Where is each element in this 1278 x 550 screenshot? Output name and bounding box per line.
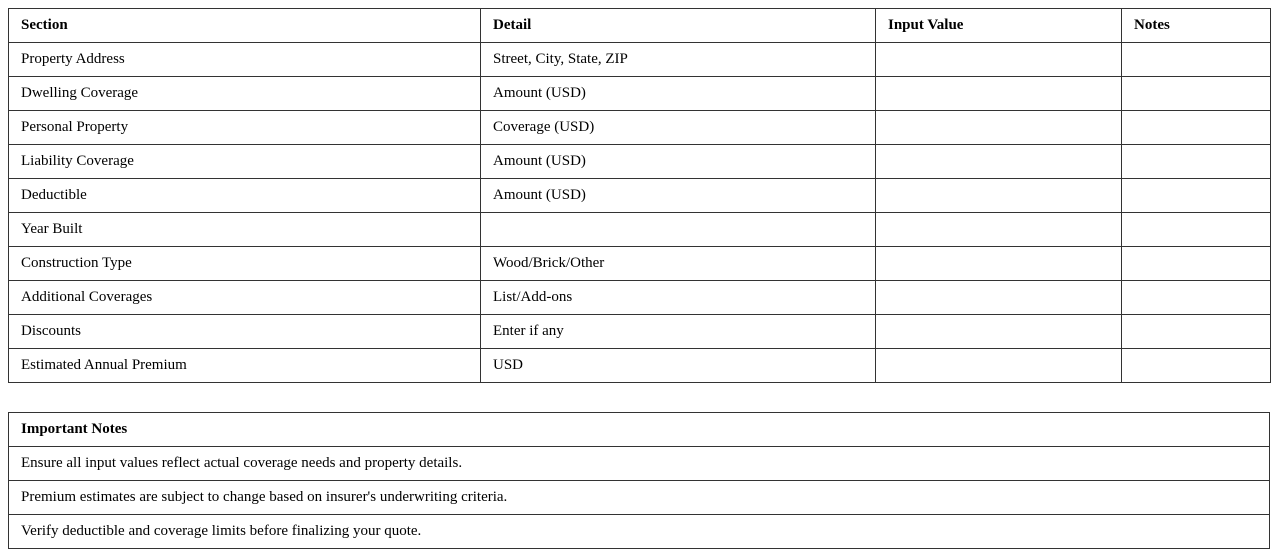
input-value-cell[interactable] — [875, 212, 1122, 247]
notes-cell[interactable] — [1121, 110, 1271, 145]
note-row: Verify deductible and coverage limits be… — [8, 514, 1270, 549]
note-row: Ensure all input values reflect actual c… — [8, 446, 1270, 481]
note-text: Verify deductible and coverage limits be… — [8, 514, 1270, 549]
section-cell: Deductible — [8, 178, 481, 213]
table-row: Property Address Street, City, State, ZIP — [8, 42, 1271, 77]
notes-cell[interactable] — [1121, 212, 1271, 247]
notes-cell[interactable] — [1121, 144, 1271, 179]
table-row: Discounts Enter if any — [8, 314, 1271, 349]
input-value-cell[interactable] — [875, 348, 1122, 383]
detail-cell: Enter if any — [480, 314, 876, 349]
input-value-cell[interactable] — [875, 246, 1122, 281]
detail-cell: Amount (USD) — [480, 76, 876, 111]
input-value-cell[interactable] — [875, 178, 1122, 213]
table-header-row: Section Detail Input Value Notes — [8, 8, 1271, 43]
table-row: Personal Property Coverage (USD) — [8, 110, 1271, 145]
header-notes: Notes — [1121, 8, 1271, 43]
header-input-value: Input Value — [875, 8, 1122, 43]
section-cell: Liability Coverage — [8, 144, 481, 179]
header-section: Section — [8, 8, 481, 43]
notes-cell[interactable] — [1121, 314, 1271, 349]
table-row: Year Built — [8, 212, 1271, 247]
notes-cell[interactable] — [1121, 42, 1271, 77]
input-value-cell[interactable] — [875, 110, 1122, 145]
table-row: Liability Coverage Amount (USD) — [8, 144, 1271, 179]
table-row: Dwelling Coverage Amount (USD) — [8, 76, 1271, 111]
detail-cell: Wood/Brick/Other — [480, 246, 876, 281]
input-value-cell[interactable] — [875, 42, 1122, 77]
notes-cell[interactable] — [1121, 76, 1271, 111]
notes-cell[interactable] — [1121, 178, 1271, 213]
detail-cell: USD — [480, 348, 876, 383]
input-value-cell[interactable] — [875, 76, 1122, 111]
section-cell: Dwelling Coverage — [8, 76, 481, 111]
notes-cell[interactable] — [1121, 246, 1271, 281]
section-cell: Estimated Annual Premium — [8, 348, 481, 383]
header-detail: Detail — [480, 8, 876, 43]
notes-header: Important Notes — [8, 412, 1270, 447]
notes-cell[interactable] — [1121, 348, 1271, 383]
detail-cell: Amount (USD) — [480, 144, 876, 179]
note-text: Premium estimates are subject to change … — [8, 480, 1270, 515]
section-cell: Year Built — [8, 212, 481, 247]
table-row: Estimated Annual Premium USD — [8, 348, 1271, 383]
input-value-cell[interactable] — [875, 144, 1122, 179]
section-cell: Additional Coverages — [8, 280, 481, 315]
detail-cell — [480, 212, 876, 247]
note-row: Premium estimates are subject to change … — [8, 480, 1270, 515]
insurance-quote-table: Section Detail Input Value Notes Propert… — [8, 8, 1271, 383]
section-cell: Construction Type — [8, 246, 481, 281]
important-notes-table: Important Notes Ensure all input values … — [8, 412, 1270, 549]
table-row: Additional Coverages List/Add-ons — [8, 280, 1271, 315]
input-value-cell[interactable] — [875, 314, 1122, 349]
input-value-cell[interactable] — [875, 280, 1122, 315]
section-cell: Personal Property — [8, 110, 481, 145]
detail-cell: Street, City, State, ZIP — [480, 42, 876, 77]
section-cell: Property Address — [8, 42, 481, 77]
notes-header-row: Important Notes — [8, 412, 1270, 447]
detail-cell: List/Add-ons — [480, 280, 876, 315]
notes-cell[interactable] — [1121, 280, 1271, 315]
table-row: Construction Type Wood/Brick/Other — [8, 246, 1271, 281]
detail-cell: Coverage (USD) — [480, 110, 876, 145]
table-row: Deductible Amount (USD) — [8, 178, 1271, 213]
note-text: Ensure all input values reflect actual c… — [8, 446, 1270, 481]
detail-cell: Amount (USD) — [480, 178, 876, 213]
section-cell: Discounts — [8, 314, 481, 349]
